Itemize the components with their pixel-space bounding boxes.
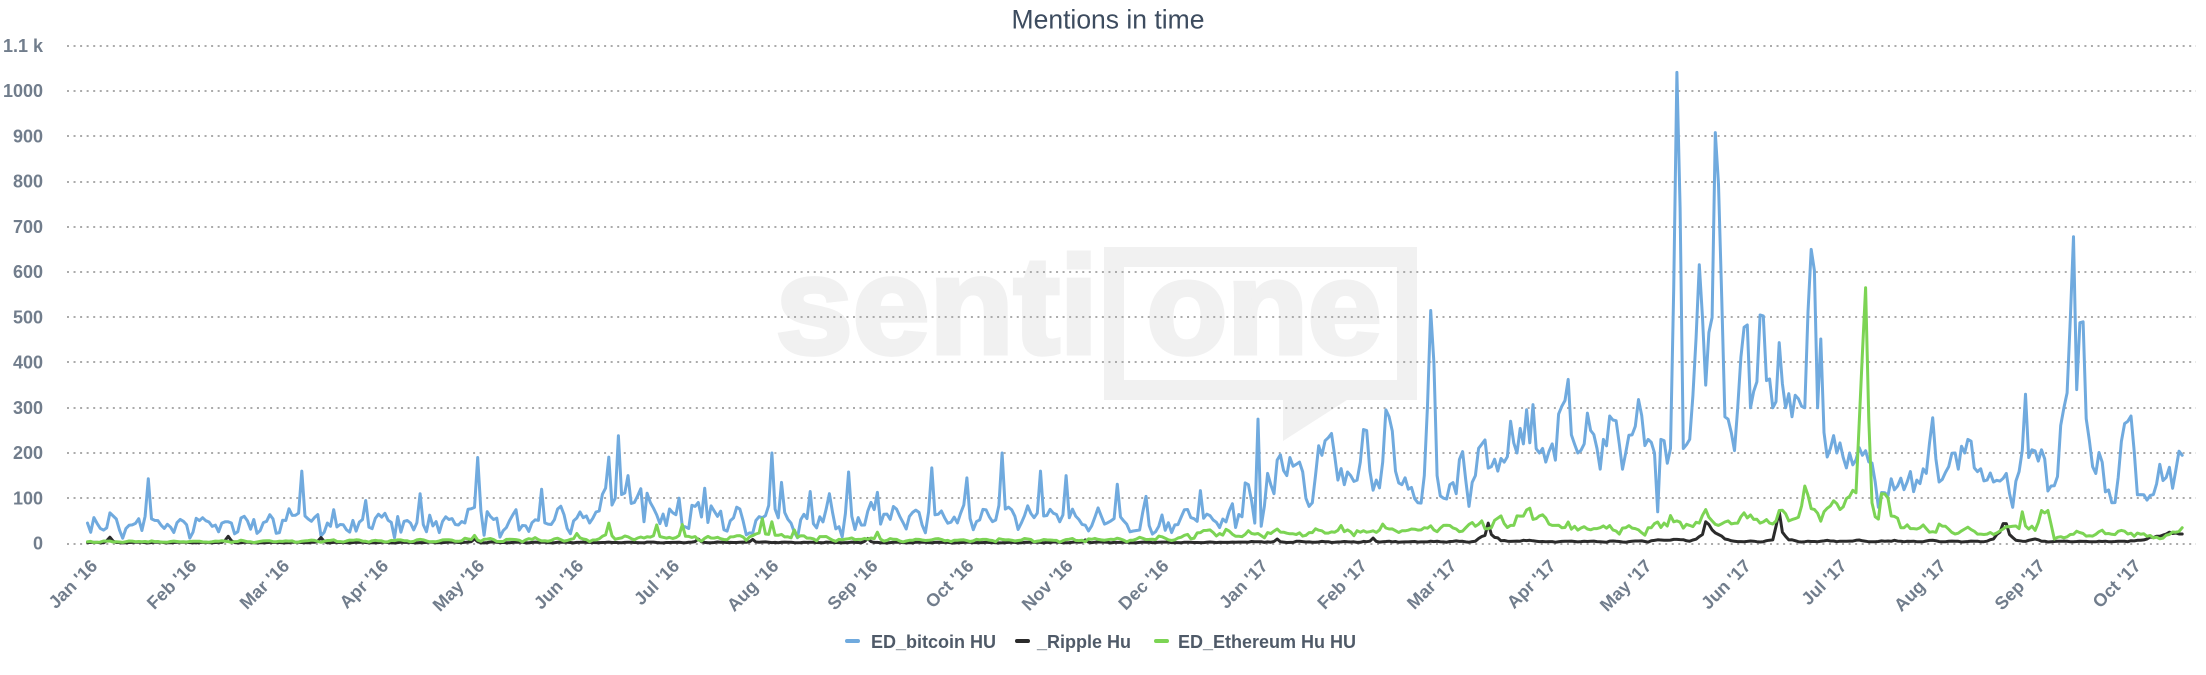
svg-text:600: 600 [13,262,43,282]
svg-text:500: 500 [13,307,43,327]
svg-text:1.1 k: 1.1 k [3,36,44,56]
svg-text:300: 300 [13,398,43,418]
svg-text:0: 0 [33,534,43,554]
svg-text:900: 900 [13,126,43,146]
svg-text:800: 800 [13,172,43,192]
svg-text:200: 200 [13,443,43,463]
svg-text:ED_Ethereum Hu HU: ED_Ethereum Hu HU [1178,632,1356,652]
svg-text:ED_bitcoin HU: ED_bitcoin HU [871,632,996,652]
svg-text:400: 400 [13,353,43,373]
svg-text:1000: 1000 [3,81,43,101]
svg-text:700: 700 [13,217,43,237]
svg-text:Mentions in time: Mentions in time [1012,5,1205,35]
svg-text:_Ripple Hu: _Ripple Hu [1036,632,1131,652]
svg-text:100: 100 [13,488,43,508]
svg-text:senti: senti [776,229,1098,383]
svg-text:one: one [1147,234,1382,381]
